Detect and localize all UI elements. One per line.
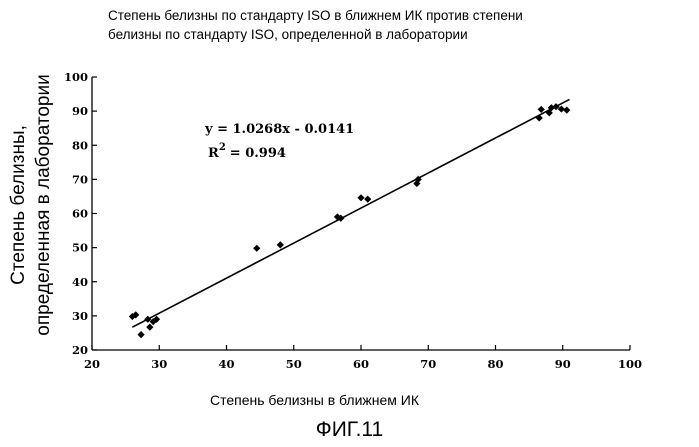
x-tick-label-90: 90: [555, 357, 571, 371]
data-point-3: [137, 331, 144, 338]
y-tick-label-80: 80: [72, 138, 88, 152]
axes: [92, 77, 630, 350]
x-tick-label-20: 20: [84, 357, 100, 371]
r-squared-symbol: R: [208, 146, 219, 161]
data-points: [129, 103, 571, 338]
data-point-12: [357, 194, 364, 201]
r-squared-value: = 0.994: [230, 146, 286, 161]
y-tick-label-90: 90: [72, 104, 88, 118]
data-point-5: [146, 324, 153, 331]
y-tick-label-60: 60: [72, 207, 88, 221]
x-axis-label: Степень белизны в ближнем ИК: [210, 392, 419, 408]
x-tick-label-100: 100: [618, 357, 642, 371]
figure-caption: ФИГ.11: [0, 418, 699, 442]
data-point-8: [253, 245, 260, 252]
data-point-16: [536, 114, 543, 121]
x-tick-label-60: 60: [353, 357, 369, 371]
data-point-22: [563, 107, 570, 114]
y-tick-label-50: 50: [72, 241, 88, 255]
regression-equation: y = 1.0268x - 0.0141: [204, 122, 354, 137]
data-point-13: [364, 196, 371, 203]
data-point-17: [538, 106, 545, 113]
y-tick-label-20: 20: [72, 343, 88, 357]
y-tick-label-70: 70: [72, 172, 88, 186]
data-point-9: [277, 241, 284, 248]
x-tick-label-30: 30: [151, 357, 167, 371]
x-tick-label-50: 50: [286, 357, 302, 371]
y-tick-label-30: 30: [72, 309, 88, 323]
r-squared-label: R2 = 0.994: [208, 142, 286, 161]
x-tick-label-40: 40: [218, 357, 234, 371]
y-tick-label-100: 100: [64, 70, 88, 84]
x-tick-label-80: 80: [487, 357, 503, 371]
r-squared-exponent: 2: [219, 142, 226, 153]
y-tick-label-40: 40: [72, 275, 88, 289]
x-tick-label-70: 70: [420, 357, 436, 371]
